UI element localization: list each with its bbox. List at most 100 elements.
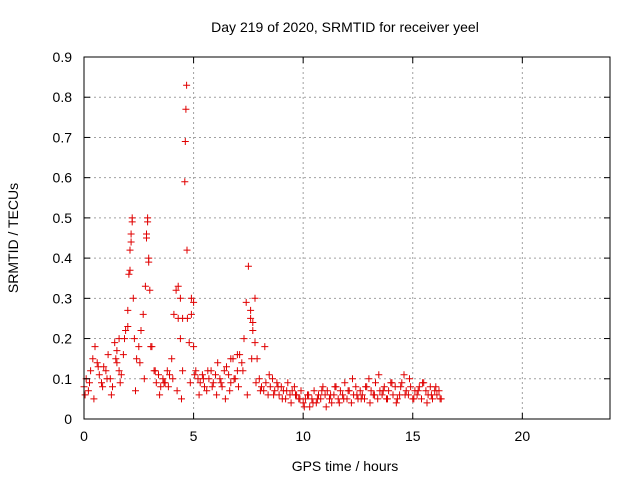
data-point: [296, 395, 304, 403]
data-point: [174, 282, 182, 290]
data-point: [349, 375, 356, 383]
x-tick-label: 15: [405, 428, 421, 444]
data-point: [238, 359, 246, 367]
data-point: [380, 383, 388, 391]
data-point: [398, 379, 406, 387]
data-point: [235, 383, 242, 391]
y-tick-label: 0.4: [53, 250, 73, 266]
data-point: [127, 230, 135, 238]
data-point: [393, 395, 401, 403]
data-point: [269, 375, 276, 383]
data-point: [419, 379, 427, 387]
data-point: [326, 395, 333, 403]
data-point: [251, 339, 259, 347]
data-point: [102, 367, 110, 375]
data-point: [274, 383, 282, 391]
data-point: [310, 387, 318, 395]
data-point: [344, 387, 352, 395]
data-point: [331, 383, 339, 391]
data-point: [299, 399, 307, 407]
data-point: [104, 351, 112, 359]
data-point: [266, 383, 274, 391]
data-point: [233, 351, 241, 359]
data-point: [336, 387, 344, 395]
data-point: [185, 339, 193, 347]
x-tick-label: 0: [80, 428, 88, 444]
data-point: [249, 327, 257, 334]
data-point: [262, 379, 270, 387]
data-point: [248, 355, 256, 363]
data-point: [305, 391, 313, 399]
y-tick-label: 0.3: [53, 290, 73, 306]
data-point: [328, 399, 336, 407]
data-point: [258, 383, 265, 391]
data-point: [400, 371, 408, 379]
data-point: [223, 363, 230, 371]
data-point: [124, 323, 132, 330]
data-point: [135, 343, 143, 351]
data-point: [251, 294, 259, 302]
data-point: [340, 395, 348, 403]
data-point: [91, 343, 99, 351]
data-point: [112, 355, 120, 363]
data-point: [220, 367, 228, 375]
data-point: [372, 379, 379, 387]
y-tick-label: 0.5: [53, 210, 73, 226]
data-point: [89, 355, 97, 363]
data-point: [406, 375, 413, 383]
data-point: [187, 310, 195, 318]
data-point: [94, 363, 102, 371]
data-point: [117, 371, 125, 379]
data-point: [144, 218, 152, 226]
data-point: [95, 371, 103, 379]
data-point: [170, 310, 178, 318]
data-point: [265, 371, 273, 379]
data-point: [273, 379, 281, 387]
data-point: [107, 391, 115, 399]
data-point: [103, 375, 111, 383]
data-point: [319, 383, 327, 391]
data-point: [240, 335, 248, 343]
data-point: [81, 391, 89, 399]
data-point: [166, 371, 173, 379]
y-tick-label: 0.8: [53, 89, 73, 105]
data-point: [129, 294, 137, 302]
data-point: [130, 335, 138, 343]
data-point: [124, 306, 132, 314]
y-tick-label: 0.1: [53, 371, 73, 387]
data-point: [156, 391, 164, 399]
data-point: [199, 375, 207, 383]
data-point: [256, 387, 264, 395]
data-point: [113, 347, 121, 355]
data-point: [239, 367, 247, 375]
data-point: [183, 81, 191, 89]
data-point: [252, 379, 260, 387]
data-point: [247, 306, 255, 314]
data-point: [190, 343, 198, 351]
data-point: [115, 335, 123, 343]
data-point: [137, 327, 145, 334]
data-point: [422, 387, 430, 395]
data-point: [122, 327, 130, 334]
plot-frame: [83, 56, 611, 420]
data-point: [217, 379, 225, 387]
data-point: [313, 395, 321, 403]
data-point: [418, 395, 425, 403]
data-point: [140, 375, 148, 383]
data-point: [375, 371, 383, 379]
data-point: [353, 391, 361, 399]
data-point: [208, 383, 216, 391]
data-point: [226, 387, 234, 395]
data-point: [227, 355, 235, 363]
data-point: [322, 403, 330, 411]
data-point: [352, 383, 360, 391]
data-point: [327, 391, 335, 399]
data-point: [192, 367, 200, 375]
data-point: [176, 335, 184, 343]
data-point: [126, 266, 134, 274]
data-point: [99, 383, 107, 391]
data-point: [300, 403, 308, 411]
data-point: [423, 399, 431, 407]
y-tick-label: 0.6: [53, 170, 73, 186]
data-point: [195, 391, 203, 399]
